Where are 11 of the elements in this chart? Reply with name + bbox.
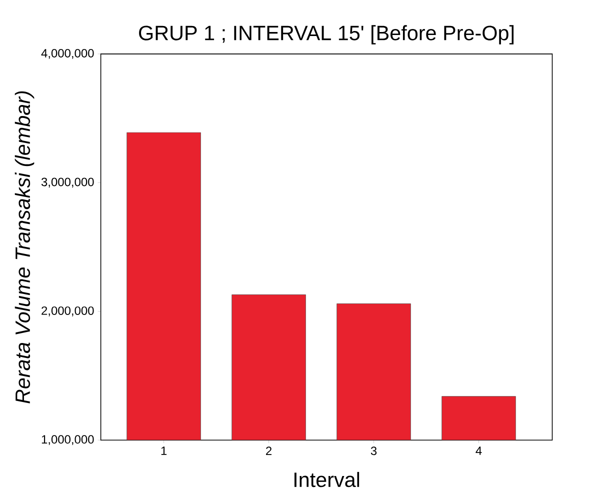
y-tick-label: 2,000,000 <box>42 306 94 316</box>
chart-title: GRUP 1 ; INTERVAL 15' [Before Pre-Op] <box>139 25 514 44</box>
y-tick-label: 4,000,000 <box>41 48 94 59</box>
x-axis-title: Interval <box>294 472 360 488</box>
x-tick-label: 3 <box>370 446 377 456</box>
y-tick-label: 3,000,000 <box>41 178 94 188</box>
x-tick-label: 4 <box>476 446 482 455</box>
y-tick-label: 1,000,000 <box>42 435 94 446</box>
y-axis-title: Rerata Volume Transaksi (lembar) <box>14 91 34 404</box>
x-tick-label: 2 <box>266 446 272 455</box>
x-tick-label: 1 <box>161 446 167 455</box>
